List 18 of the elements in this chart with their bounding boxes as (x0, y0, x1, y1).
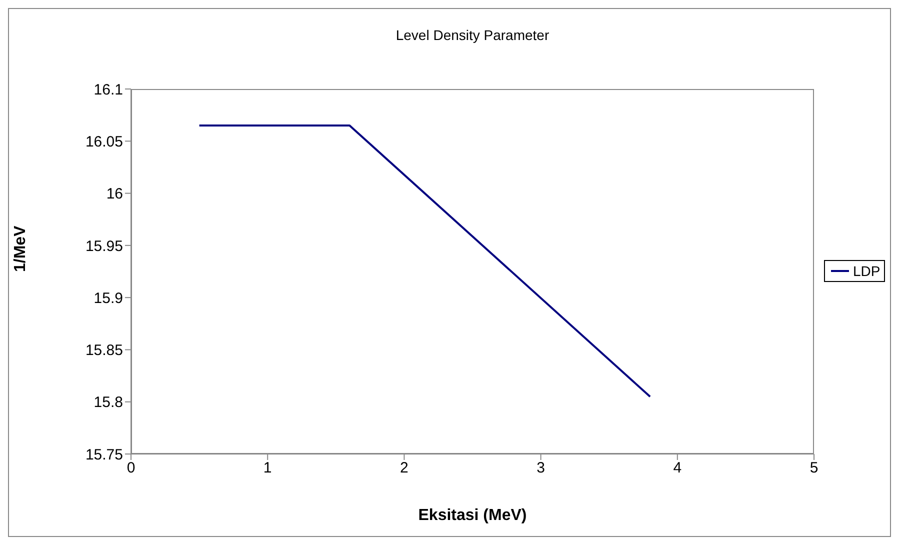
x-tick-label: 0 (126, 460, 136, 477)
x-tick-label: 2 (400, 460, 408, 477)
x-tick-label: 1 (263, 460, 272, 477)
chart-title: Level Density Parameter (394, 27, 550, 43)
legend-label: LDP (853, 262, 880, 278)
y-tick-label: 16.1 (94, 81, 123, 98)
y-tick-label: 16.05 (85, 133, 123, 150)
y-tick-label: 15.85 (85, 342, 123, 360)
y-axis-title: 1/MeV (12, 225, 30, 272)
x-axis-title: Eksitasi (MeV) (417, 507, 528, 525)
y-tick-label: 15.8 (94, 394, 123, 412)
x-tick-label: 3 (536, 460, 545, 477)
y-tick-label: 15.75 (85, 446, 123, 464)
x-tick-label: 5 (810, 460, 818, 477)
x-tick-label: 4 (673, 460, 682, 477)
y-tick-label: 15.95 (85, 238, 123, 255)
y-tick-label: 15.9 (94, 290, 123, 307)
y-tick-label: 16 (106, 186, 123, 203)
